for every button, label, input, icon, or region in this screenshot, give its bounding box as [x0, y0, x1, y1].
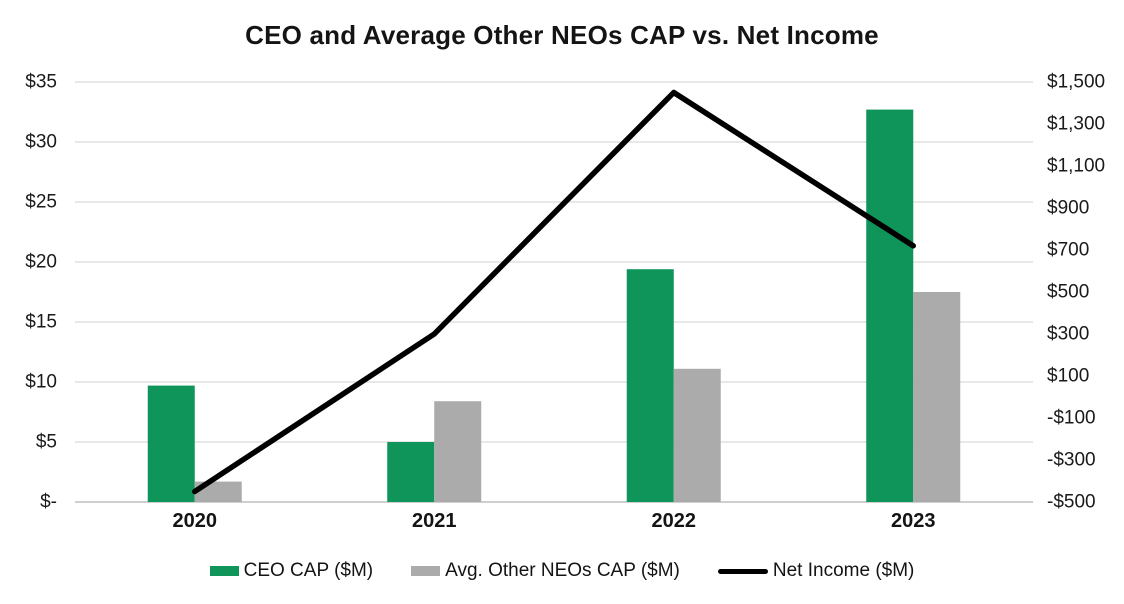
right-axis-tick-label: $100	[1047, 366, 1089, 387]
left-axis-tick-label: $5	[36, 432, 57, 453]
legend-item-net-income: Net Income ($M)	[717, 560, 915, 582]
bar-ceo-cap-2023	[866, 109, 914, 502]
net-income-line	[192, 89, 916, 495]
legend-swatch-avg-other-neos-cap	[411, 566, 441, 576]
legend-item-ceo-cap: CEO CAP ($M)	[209, 560, 374, 582]
legend-label-avg-other-neos-cap: Avg. Other NEOs CAP ($M)	[445, 560, 680, 581]
left-axis-tick-label: $10	[25, 372, 57, 393]
legend-swatch-ceo-cap	[209, 566, 239, 576]
left-axis-tick-label: $20	[25, 252, 57, 273]
bar-avg-other-neos-cap-2022	[673, 368, 721, 502]
left-axis-tick-label: $-	[40, 492, 57, 513]
bar-avg-other-neos-cap-2023	[913, 292, 961, 502]
right-axis-tick-label: $1,500	[1047, 72, 1105, 93]
x-axis-label-2020: 2020	[173, 510, 218, 532]
right-axis-tick-label: $1,100	[1047, 156, 1105, 177]
left-axis-tick-label: $35	[25, 72, 57, 93]
right-axis-tick-label: $1,300	[1047, 114, 1105, 135]
bar-ceo-cap-2020	[147, 385, 195, 502]
left-axis-tick-label: $25	[25, 192, 57, 213]
left-axis-tick-label: $30	[25, 132, 57, 153]
legend-label-ceo-cap: CEO CAP ($M)	[243, 560, 374, 581]
x-axis-label-2023: 2023	[891, 510, 936, 532]
bar-ceo-cap-2022	[626, 269, 674, 502]
right-axis-tick-label: -$300	[1047, 450, 1096, 471]
x-axis-label-2021: 2021	[412, 510, 457, 532]
bar-ceo-cap-2021	[387, 442, 435, 502]
bar-avg-other-neos-cap-2021	[434, 401, 482, 502]
right-axis-tick-label: $300	[1047, 324, 1089, 345]
right-axis-tick-label: -$500	[1047, 492, 1096, 513]
right-axis-tick-label: $900	[1047, 198, 1089, 219]
chart-title: CEO and Average Other NEOs CAP vs. Net I…	[245, 20, 879, 50]
x-axis-label-2022: 2022	[652, 510, 697, 532]
left-axis-tick-label: $15	[25, 312, 57, 333]
right-axis-tick-label: $700	[1047, 240, 1089, 261]
right-axis-tick-label: -$100	[1047, 408, 1096, 429]
legend-item-avg-other-neos-cap: Avg. Other NEOs CAP ($M)	[411, 560, 680, 582]
legend-swatch-net-income-line	[717, 568, 768, 574]
right-axis-tick-label: $500	[1047, 282, 1089, 303]
legend-label-net-income: Net Income ($M)	[772, 560, 915, 581]
chart-legend: CEO CAP ($M) Avg. Other NEOs CAP ($M) Ne…	[0, 554, 1124, 588]
